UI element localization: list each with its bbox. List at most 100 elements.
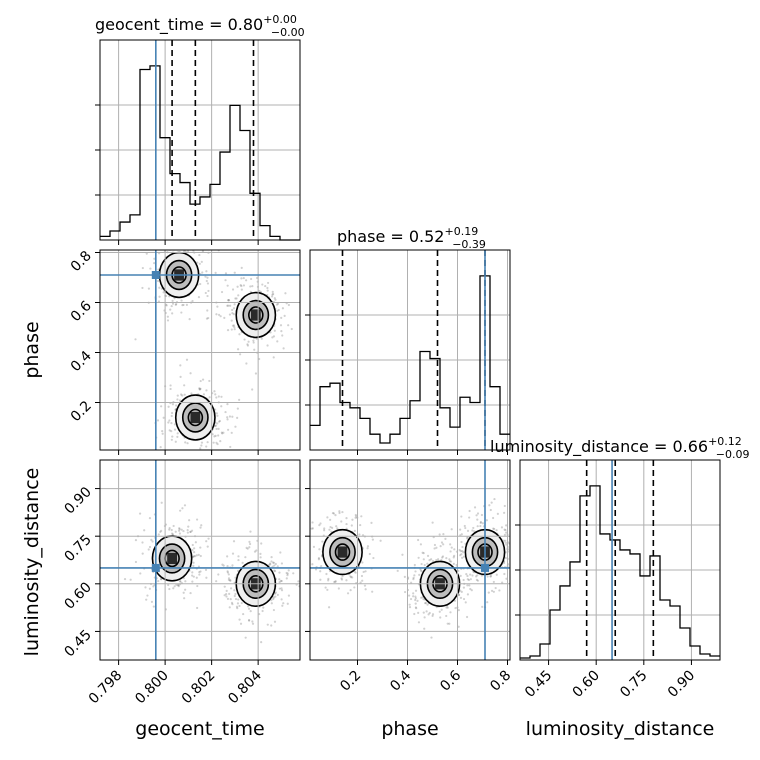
sample-point <box>232 313 235 316</box>
sample-point <box>238 333 241 336</box>
sample-point <box>273 297 276 300</box>
sample-point <box>273 570 277 573</box>
sample-point <box>199 282 202 286</box>
sample-point <box>341 575 344 578</box>
sample-point <box>167 583 170 587</box>
sample-point <box>360 574 364 578</box>
sample-point <box>189 530 192 533</box>
sample-point <box>488 504 491 507</box>
sample-point <box>514 585 516 587</box>
sample-point <box>217 573 220 576</box>
sample-point <box>199 387 202 390</box>
sample-point <box>246 547 249 550</box>
sample-point <box>514 566 516 568</box>
sample-point <box>228 592 231 595</box>
sample-point <box>461 545 464 549</box>
sample-point <box>270 560 273 563</box>
sample-point <box>217 434 220 437</box>
sample-point <box>185 303 188 306</box>
sample-point <box>359 523 362 527</box>
sample-point <box>217 313 221 316</box>
sample-point <box>205 389 208 392</box>
sample-point <box>407 594 411 597</box>
sample-point <box>372 556 375 560</box>
x-tick-label: 0.4 <box>387 667 414 694</box>
sample-point <box>182 591 185 594</box>
hist-step-luminosity-distance <box>520 485 720 659</box>
sample-point <box>147 287 151 290</box>
sample-point <box>504 541 507 544</box>
sample-point <box>460 515 463 518</box>
sample-point <box>302 588 304 590</box>
sample-point <box>435 558 438 562</box>
sample-point <box>227 578 231 582</box>
sample-point <box>226 597 230 601</box>
sample-point <box>418 573 421 576</box>
sample-point <box>157 268 160 271</box>
sample-point <box>191 580 194 583</box>
sample-point <box>489 575 492 578</box>
sample-point <box>236 607 239 610</box>
sample-point <box>452 562 455 566</box>
sample-point <box>255 549 258 552</box>
sample-point <box>168 429 171 432</box>
sample-point <box>242 612 245 616</box>
sample-point <box>146 594 149 597</box>
panel-content <box>123 501 304 644</box>
sample-point <box>439 616 442 619</box>
sample-point <box>158 286 161 289</box>
sample-point <box>217 427 220 431</box>
sample-point <box>227 573 230 576</box>
sample-point <box>321 540 324 543</box>
xlabel-luminosity-distance: luminosity_distance <box>526 718 715 740</box>
sample-point <box>180 393 183 396</box>
contour-level-2 <box>334 543 351 561</box>
sample-point <box>420 596 423 599</box>
sample-point <box>475 514 478 517</box>
sample-point <box>221 432 224 435</box>
sample-point <box>462 555 466 558</box>
sample-point <box>435 546 438 549</box>
sample-point <box>162 291 165 294</box>
sample-point <box>426 603 429 606</box>
grid <box>100 250 300 450</box>
sample-point <box>226 329 230 332</box>
sample-point <box>204 275 207 278</box>
truth-marker <box>481 563 489 572</box>
sample-point <box>230 431 233 434</box>
sample-point <box>511 573 513 575</box>
sample-point <box>231 288 235 291</box>
sample-point <box>231 311 234 315</box>
sample-point <box>459 528 462 531</box>
sample-point <box>169 229 171 231</box>
sample-point <box>269 563 272 566</box>
sample-point <box>323 529 326 532</box>
sample-point <box>454 606 457 610</box>
sample-point <box>247 605 250 608</box>
sample-point <box>417 538 420 542</box>
sample-point <box>191 574 194 577</box>
sample-point <box>274 298 277 301</box>
panel-frame <box>519 459 721 661</box>
sample-point <box>167 405 170 408</box>
sample-point <box>290 327 293 331</box>
sample-point <box>148 242 150 244</box>
sample-point <box>505 524 508 527</box>
sample-point <box>232 324 236 327</box>
sample-point <box>266 286 269 290</box>
sample-point <box>460 590 463 593</box>
sample-point <box>278 581 281 584</box>
sample-point <box>414 570 417 573</box>
sample-point <box>225 595 228 598</box>
sample-point <box>192 564 195 567</box>
sample-point <box>281 604 284 607</box>
sample-point <box>323 527 326 530</box>
sample-point <box>459 596 463 600</box>
sample-point <box>334 580 337 583</box>
sample-point <box>292 572 295 575</box>
sample-point <box>216 442 219 446</box>
sample-point <box>439 545 442 548</box>
sample-point <box>198 570 201 574</box>
sample-point <box>503 572 506 576</box>
y-tick-label: 0.60 <box>61 579 94 612</box>
